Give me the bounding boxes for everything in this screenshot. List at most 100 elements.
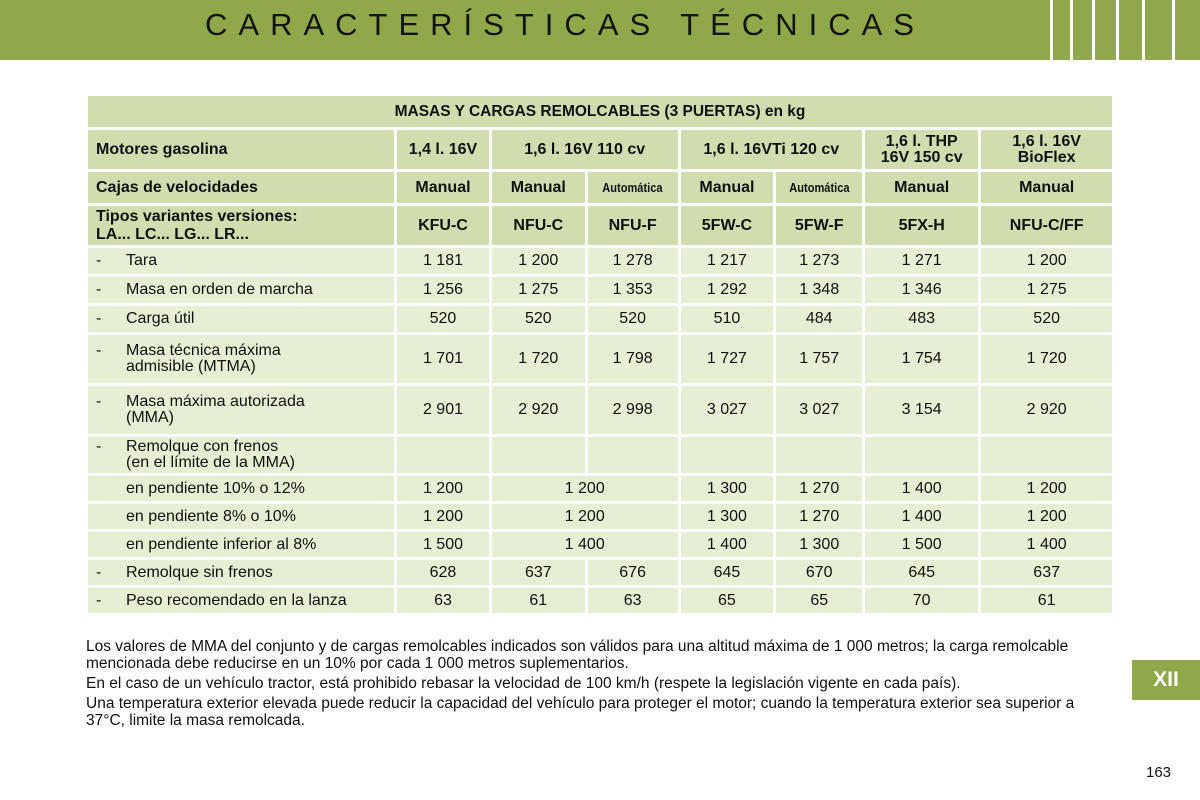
gearbox-cell: Automática: [776, 172, 863, 203]
cell: 2 998: [587, 386, 678, 434]
cell: 1 500: [397, 532, 489, 557]
cell: 676: [587, 560, 678, 585]
cell: 1 353: [587, 277, 678, 303]
cell: 1 701: [397, 335, 489, 383]
note-paragraph: Una temperatura exterior elevada puede r…: [86, 695, 1075, 729]
cell: 1 757: [776, 335, 863, 383]
variant-cell: 5FX-H: [865, 206, 979, 245]
cell: 670: [776, 560, 863, 585]
gearbox-cell: Automática: [587, 172, 678, 203]
cell: 61: [491, 588, 585, 613]
row-label: en pendiente 8% o 10%: [88, 504, 395, 529]
cell: 1 275: [491, 277, 585, 303]
row-label: - Masa máxima autorizada (MMA): [88, 386, 395, 434]
cell: 520: [397, 306, 489, 332]
cell: 1 400: [981, 532, 1112, 557]
cell: [776, 437, 863, 473]
engines-row: Motores gasolina 1,4 l. 16V 1,6 l. 16V 1…: [88, 130, 1112, 169]
cell: 3 027: [776, 386, 863, 434]
cell: 1 727: [680, 335, 774, 383]
cell: 1 720: [981, 335, 1112, 383]
variant-cell: 5FW-F: [776, 206, 863, 245]
variants-label: Tipos variantes versiones: LA... LC... LG…: [88, 206, 395, 245]
page-title: CARACTERÍSTICAS TÉCNICAS: [205, 7, 925, 42]
table-row: - Masa en orden de marcha 1 256 1 275 1 3…: [88, 277, 1112, 303]
engine-cell: 1,6 l. 16V 110 cv: [491, 130, 678, 169]
cell: [397, 437, 489, 473]
variant-cell: NFU-C: [491, 206, 585, 245]
cell: 637: [491, 560, 585, 585]
gearbox-cell: Manual: [865, 172, 979, 203]
cell: 1 200: [397, 504, 489, 529]
cell: 1 292: [680, 277, 774, 303]
cell: 1 200: [981, 476, 1112, 501]
cell: 1 270: [776, 504, 863, 529]
row-label: - Carga útil: [88, 306, 395, 332]
row-label: - Remolque con frenos (en el límite de la …: [88, 437, 395, 473]
cell: 3 027: [680, 386, 774, 434]
cell: 1 200: [981, 504, 1112, 529]
cell: 645: [680, 560, 774, 585]
gearbox-label: Cajas de velocidades: [88, 172, 395, 203]
cell: [865, 437, 979, 473]
variants-row: Tipos variantes versiones: LA... LC... LG…: [88, 206, 1112, 245]
engine-cell: 1,6 l. THP 16V 150 cv: [865, 130, 979, 169]
cell: 1 256: [397, 277, 489, 303]
cell: 1 300: [776, 532, 863, 557]
cell: [680, 437, 774, 473]
cell: 65: [776, 588, 863, 613]
cell: 1 400: [491, 532, 678, 557]
table-body: - Tara 1 181 1 200 1 278 1 217 1 273 1 27…: [88, 248, 1112, 613]
cell: 1 200: [491, 248, 585, 274]
cell: 1 271: [865, 248, 979, 274]
cell: 1 300: [680, 504, 774, 529]
variant-cell: NFU-F: [587, 206, 678, 245]
cell: 1 300: [680, 476, 774, 501]
engine-cell: 1,6 l. 16V BioFlex: [981, 130, 1112, 169]
header-stripes: [1050, 0, 1200, 60]
note-paragraph: En el caso de un vehículo tractor, está …: [86, 675, 961, 692]
cell: 520: [981, 306, 1112, 332]
cell: 2 920: [491, 386, 585, 434]
cell: 63: [587, 588, 678, 613]
cell: 483: [865, 306, 979, 332]
cell: 1 273: [776, 248, 863, 274]
cell: 65: [680, 588, 774, 613]
gearbox-cell: Manual: [981, 172, 1112, 203]
cell: 1 270: [776, 476, 863, 501]
table-row: - Remolque sin frenos 628 637 676 645 670…: [88, 560, 1112, 585]
gearbox-cell: Manual: [491, 172, 585, 203]
cell: 1 275: [981, 277, 1112, 303]
table-row: - Masa técnica máxima admisible (MTMA) 1 7…: [88, 335, 1112, 383]
cell: 1 200: [397, 476, 489, 501]
table-row: - Tara 1 181 1 200 1 278 1 217 1 273 1 27…: [88, 248, 1112, 274]
cell: 1 278: [587, 248, 678, 274]
cell: [491, 437, 585, 473]
row-label: - Tara: [88, 248, 395, 274]
variant-cell: 5FW-C: [680, 206, 774, 245]
towing-mass-table: MASAS Y CARGAS REMOLCABLES (3 PUERTAS) e…: [85, 93, 1115, 616]
cell: 2 920: [981, 386, 1112, 434]
table-row: - Masa máxima autorizada (MMA) 2 901 2 920…: [88, 386, 1112, 434]
row-label: en pendiente inferior al 8%: [88, 532, 395, 557]
cell: 63: [397, 588, 489, 613]
gearbox-cell: Manual: [397, 172, 489, 203]
row-label: - Masa técnica máxima admisible (MTMA): [88, 335, 395, 383]
cell: 1 200: [491, 504, 678, 529]
table-title-row: MASAS Y CARGAS REMOLCABLES (3 PUERTAS) e…: [88, 96, 1112, 127]
cell: 1 181: [397, 248, 489, 274]
engines-label: Motores gasolina: [88, 130, 395, 169]
table-row: - Carga útil 520 520 520 510 484 483 520: [88, 306, 1112, 332]
cell: 1 348: [776, 277, 863, 303]
cell: 1 400: [865, 476, 979, 501]
cell: 70: [865, 588, 979, 613]
cell: 1 400: [865, 504, 979, 529]
gearbox-cell: Manual: [680, 172, 774, 203]
cell: 1 798: [587, 335, 678, 383]
cell: 3 154: [865, 386, 979, 434]
cell: 1 400: [680, 532, 774, 557]
cell: 628: [397, 560, 489, 585]
cell: [587, 437, 678, 473]
table-row: en pendiente 10% o 12% 1 200 1 200 1 300…: [88, 476, 1112, 501]
cell: 510: [680, 306, 774, 332]
